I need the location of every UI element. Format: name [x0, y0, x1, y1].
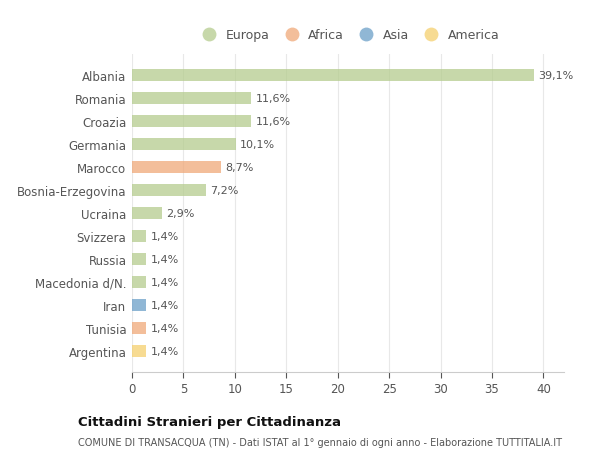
Bar: [132, 69, 534, 82]
Bar: [132, 138, 236, 151]
Bar: [132, 299, 146, 312]
Bar: [132, 322, 146, 335]
Bar: [132, 345, 146, 358]
Text: Cittadini Stranieri per Cittadinanza: Cittadini Stranieri per Cittadinanza: [78, 415, 341, 428]
Text: 39,1%: 39,1%: [538, 71, 574, 81]
Bar: [132, 115, 251, 128]
Text: 10,1%: 10,1%: [240, 140, 275, 150]
Legend: Europa, Africa, Asia, America: Europa, Africa, Asia, America: [194, 27, 502, 45]
Text: COMUNE DI TRANSACQUA (TN) - Dati ISTAT al 1° gennaio di ogni anno - Elaborazione: COMUNE DI TRANSACQUA (TN) - Dati ISTAT a…: [78, 437, 562, 447]
Text: 11,6%: 11,6%: [256, 94, 290, 104]
Text: 7,2%: 7,2%: [210, 185, 239, 196]
Text: 8,7%: 8,7%: [226, 162, 254, 173]
Bar: [132, 207, 162, 220]
Bar: [132, 230, 146, 243]
Bar: [132, 161, 221, 174]
Text: 1,4%: 1,4%: [151, 277, 179, 287]
Text: 2,9%: 2,9%: [166, 208, 194, 218]
Text: 1,4%: 1,4%: [151, 231, 179, 241]
Bar: [132, 92, 251, 105]
Text: 1,4%: 1,4%: [151, 300, 179, 310]
Text: 1,4%: 1,4%: [151, 254, 179, 264]
Text: 11,6%: 11,6%: [256, 117, 290, 127]
Bar: [132, 253, 146, 266]
Bar: [132, 276, 146, 289]
Text: 1,4%: 1,4%: [151, 323, 179, 333]
Bar: [132, 184, 206, 197]
Text: 1,4%: 1,4%: [151, 346, 179, 356]
